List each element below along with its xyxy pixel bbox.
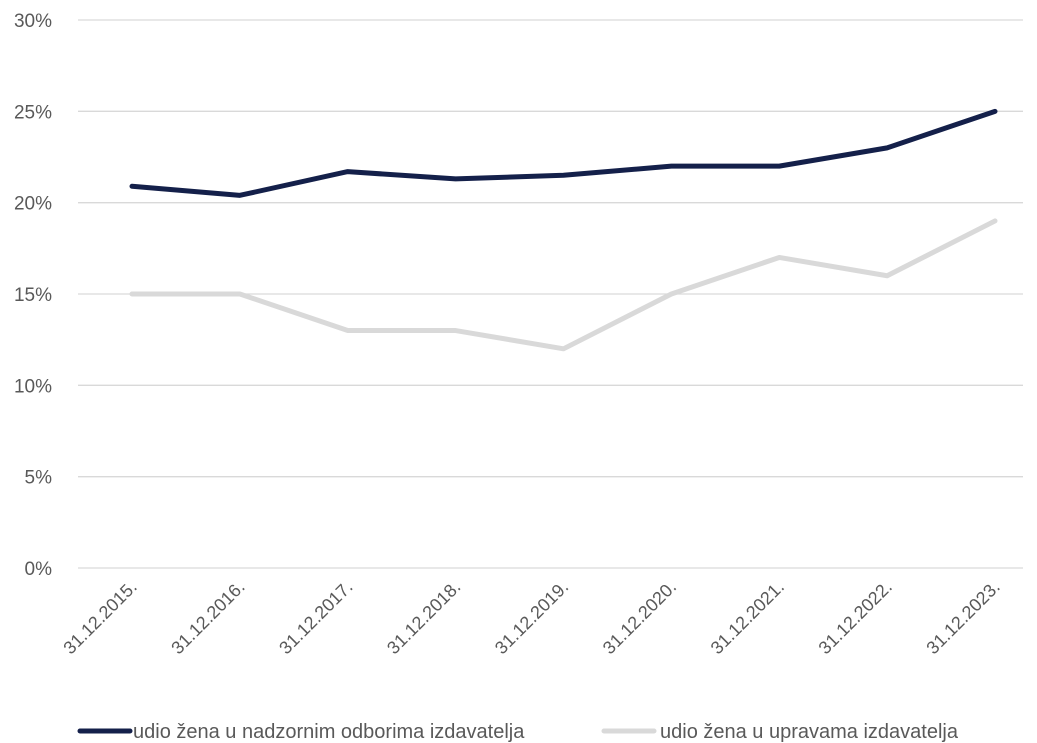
series-line-1 <box>129 108 998 198</box>
x-tick-label: 31.12.2018. <box>383 577 464 658</box>
y-tick-label: 20% <box>14 194 52 215</box>
x-axis-ticks: 31.12.2015. 31.12.2016. 31.12.2017. 31.12.2… <box>59 577 1003 658</box>
x-tick-label: 31.12.2020. <box>599 577 680 658</box>
y-axis-ticks: 0% 5% 10% 15% 20% 25% 30% <box>14 11 52 580</box>
y-tick-label: 25% <box>14 102 52 123</box>
series-line-2 <box>129 218 998 352</box>
x-tick-label: 31.12.2017. <box>275 577 356 658</box>
legend-label-1: udio žena u nadzornim odborima izdavatel… <box>133 721 525 743</box>
y-tick-label: 10% <box>14 376 52 397</box>
y-tick-label: 30% <box>14 11 52 32</box>
x-tick-label: 31.12.2023. <box>922 577 1003 658</box>
x-tick-label: 31.12.2016. <box>167 577 248 658</box>
y-tick-label: 15% <box>14 285 52 306</box>
legend: udio žena u nadzornim odborima izdavatel… <box>77 721 959 743</box>
x-tick-label: 31.12.2022. <box>815 577 896 658</box>
y-tick-label: 5% <box>25 468 53 489</box>
legend-label-2: udio žena u upravama izdavatelja <box>660 721 959 743</box>
series-lines <box>129 108 998 352</box>
y-tick-label: 0% <box>25 559 53 580</box>
x-tick-label: 31.12.2015. <box>59 577 140 658</box>
x-tick-label: 31.12.2019. <box>491 577 572 658</box>
x-tick-label: 31.12.2021. <box>707 577 788 658</box>
